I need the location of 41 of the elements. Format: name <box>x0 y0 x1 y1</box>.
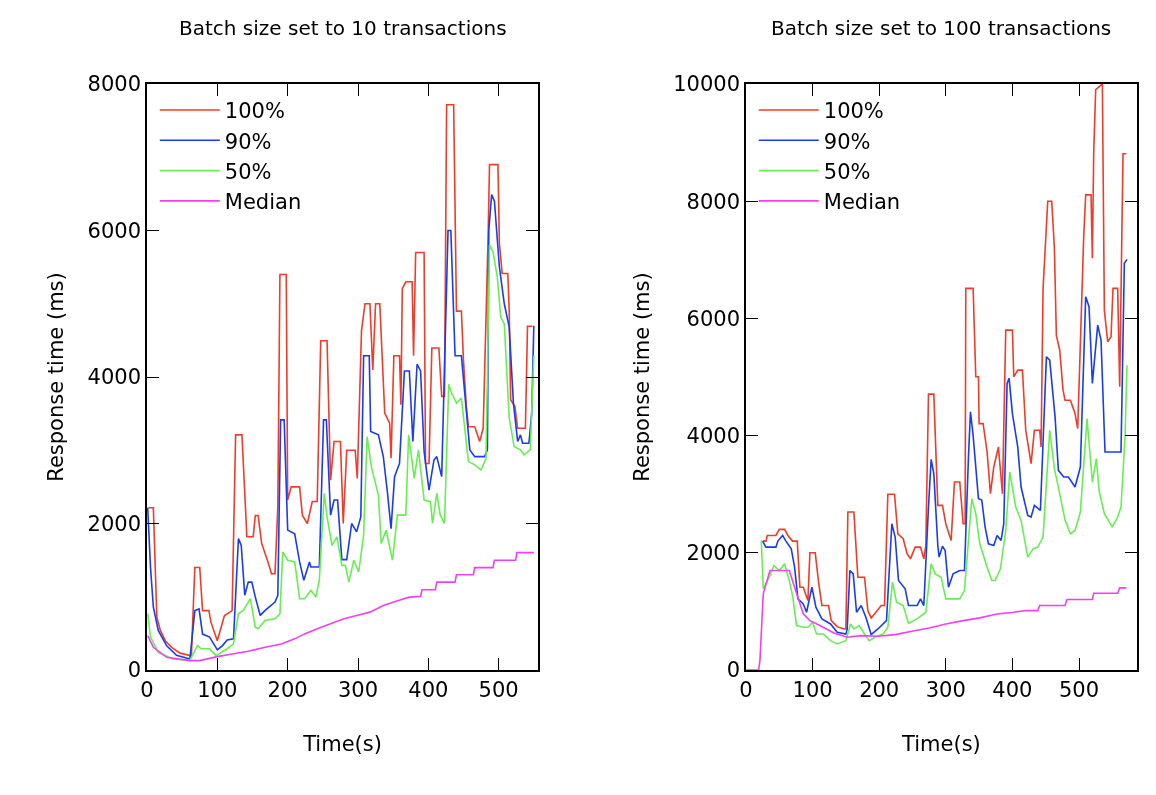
legend-label: 90% <box>823 129 871 154</box>
line-series <box>761 258 1128 636</box>
x-tick-label: 300 <box>337 677 379 702</box>
y-axis-title: Response time (ms) <box>629 272 654 482</box>
x-tick-label: 400 <box>992 677 1033 702</box>
x-tick-label: 500 <box>1058 677 1100 702</box>
line-series <box>147 104 534 659</box>
x-axis-title: Time(s) <box>302 731 382 756</box>
chart-title: Batch size set to 100 transactions <box>771 16 1112 40</box>
legend-label: 90% <box>224 129 272 154</box>
legend-label: 50% <box>224 159 272 184</box>
y-tick-label: 0 <box>726 658 740 683</box>
y-tick-label: 4000 <box>686 423 740 448</box>
chart-title: Batch size set to 10 transactions <box>179 16 507 40</box>
y-tick-label: 2000 <box>87 511 142 536</box>
x-tick-label: 400 <box>408 677 449 702</box>
line-series <box>147 551 535 662</box>
legend-label: 50% <box>823 159 871 184</box>
x-axis-title: Time(s) <box>901 731 981 756</box>
x-tick-label: 200 <box>859 677 900 702</box>
y-tick-label: 10000 <box>673 72 740 97</box>
x-tick-label: 100 <box>792 677 833 702</box>
legend-label: Median <box>224 190 302 215</box>
y-tick-label: 4000 <box>87 365 142 390</box>
y-tick-label: 6000 <box>87 218 142 243</box>
line-series <box>761 84 1128 630</box>
x-tick-label: 200 <box>267 677 308 702</box>
legend-label: 100% <box>224 99 285 124</box>
x-tick-label: 300 <box>925 677 966 702</box>
y-tick-label: 6000 <box>686 306 740 331</box>
y-tick-label: 8000 <box>87 72 142 97</box>
y-tick-label: 8000 <box>686 189 740 214</box>
line-series <box>745 569 1128 670</box>
x-tick-label: 100 <box>197 677 238 702</box>
y-axis-title: Response time (ms) <box>44 272 69 482</box>
y-tick-label: 0 <box>127 658 142 683</box>
x-tick-label: 500 <box>478 677 519 702</box>
legend-label: 100% <box>823 99 884 124</box>
legend-label: Median <box>823 190 901 215</box>
y-tick-label: 2000 <box>686 541 740 566</box>
line-series <box>760 364 1128 645</box>
